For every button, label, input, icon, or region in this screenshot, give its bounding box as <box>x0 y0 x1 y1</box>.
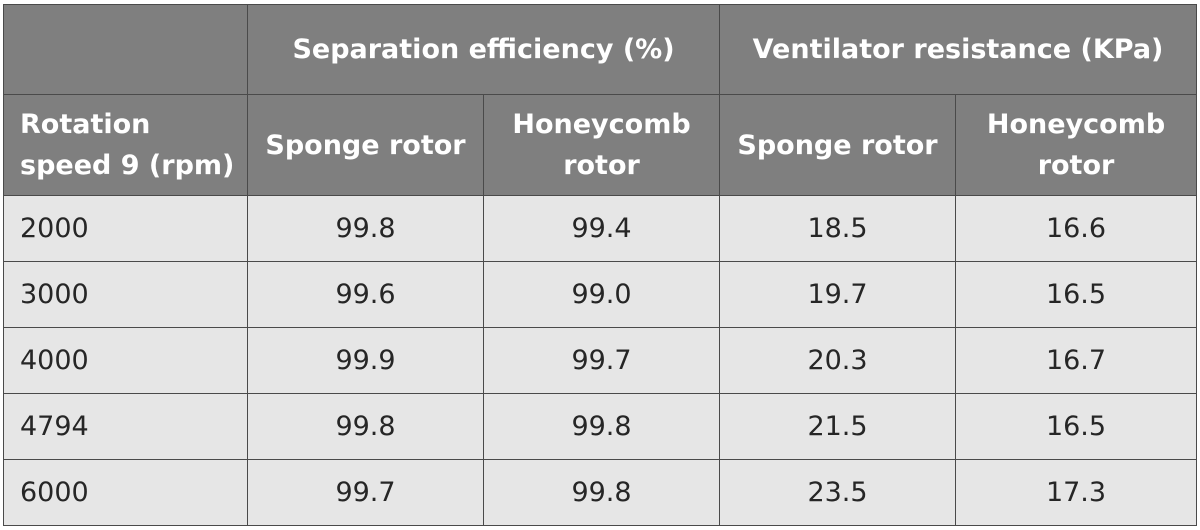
ventilator-honeycomb-line2: rotor <box>1037 150 1115 181</box>
separation-sponge-rotor-header: Sponge rotor <box>247 94 484 196</box>
separation-sponge-cell: 99.8 <box>247 195 484 262</box>
separation-honeycomb-line2: rotor <box>563 150 640 181</box>
rotation-speed-cell: 4794 <box>3 393 248 460</box>
separation-sponge-cell: 99.7 <box>247 459 484 526</box>
ventilator-honeycomb-cell: 16.6 <box>955 195 1198 262</box>
rotation-speed-cell: 3000 <box>3 261 248 328</box>
ventilator-sponge-cell: 20.3 <box>719 327 957 394</box>
ventilator-sponge-cell: 18.5 <box>719 195 957 262</box>
separation-honeycomb-cell: 99.8 <box>482 459 721 526</box>
rotation-speed-header-line2: speed 9 (rpm) <box>20 150 235 181</box>
ventilator-honeycomb-rotor-header: Honeycomb rotor <box>955 94 1198 196</box>
separation-sponge-cell: 99.9 <box>247 327 484 394</box>
ventilator-honeycomb-cell: 16.7 <box>955 327 1198 394</box>
ventilator-honeycomb-line1: Honeycomb <box>986 109 1166 140</box>
ventilator-sponge-rotor-header: Sponge rotor <box>719 94 957 196</box>
separation-efficiency-header: Separation efficiency (%) <box>246 4 721 95</box>
table-row: 2000 99.8 99.4 18.5 16.6 <box>3 195 1198 262</box>
group-header-row: Separation efficiency (%) Ventilator res… <box>3 4 1198 95</box>
separation-sponge-cell: 99.8 <box>247 393 484 460</box>
data-table: Separation efficiency (%) Ventilator res… <box>3 4 1198 526</box>
table-row: 3000 99.6 99.0 19.7 16.5 <box>3 261 1198 328</box>
rotation-speed-header-line1: Rotation <box>20 109 151 140</box>
separation-honeycomb-rotor-header: Honeycomb rotor <box>482 94 721 196</box>
blank-header-cell <box>3 4 248 95</box>
rotation-speed-cell: 4000 <box>3 327 248 394</box>
separation-honeycomb-cell: 99.0 <box>482 261 721 328</box>
rotation-speed-cell: 6000 <box>3 459 248 526</box>
ventilator-honeycomb-cell: 17.3 <box>955 459 1198 526</box>
separation-honeycomb-cell: 99.8 <box>482 393 721 460</box>
ventilator-honeycomb-cell: 16.5 <box>955 393 1198 460</box>
separation-sponge-cell: 99.6 <box>247 261 484 328</box>
ventilator-sponge-cell: 23.5 <box>719 459 957 526</box>
ventilator-honeycomb-cell: 16.5 <box>955 261 1198 328</box>
sub-header-row: Rotation speed 9 (rpm) Sponge rotor Hone… <box>3 94 1198 196</box>
separation-honeycomb-cell: 99.7 <box>482 327 721 394</box>
ventilator-sponge-cell: 19.7 <box>719 261 957 328</box>
ventilator-resistance-header: Ventilator resistance (KPa) <box>719 4 1198 95</box>
table-row: 6000 99.7 99.8 23.5 17.3 <box>3 459 1198 526</box>
separation-honeycomb-line1: Honeycomb <box>512 109 691 140</box>
table-row: 4794 99.8 99.8 21.5 16.5 <box>3 393 1198 460</box>
rotation-speed-cell: 2000 <box>3 195 248 262</box>
table-row: 4000 99.9 99.7 20.3 16.7 <box>3 327 1198 394</box>
rotation-speed-header: Rotation speed 9 (rpm) <box>3 94 248 196</box>
ventilator-sponge-cell: 21.5 <box>719 393 957 460</box>
separation-honeycomb-cell: 99.4 <box>482 195 721 262</box>
